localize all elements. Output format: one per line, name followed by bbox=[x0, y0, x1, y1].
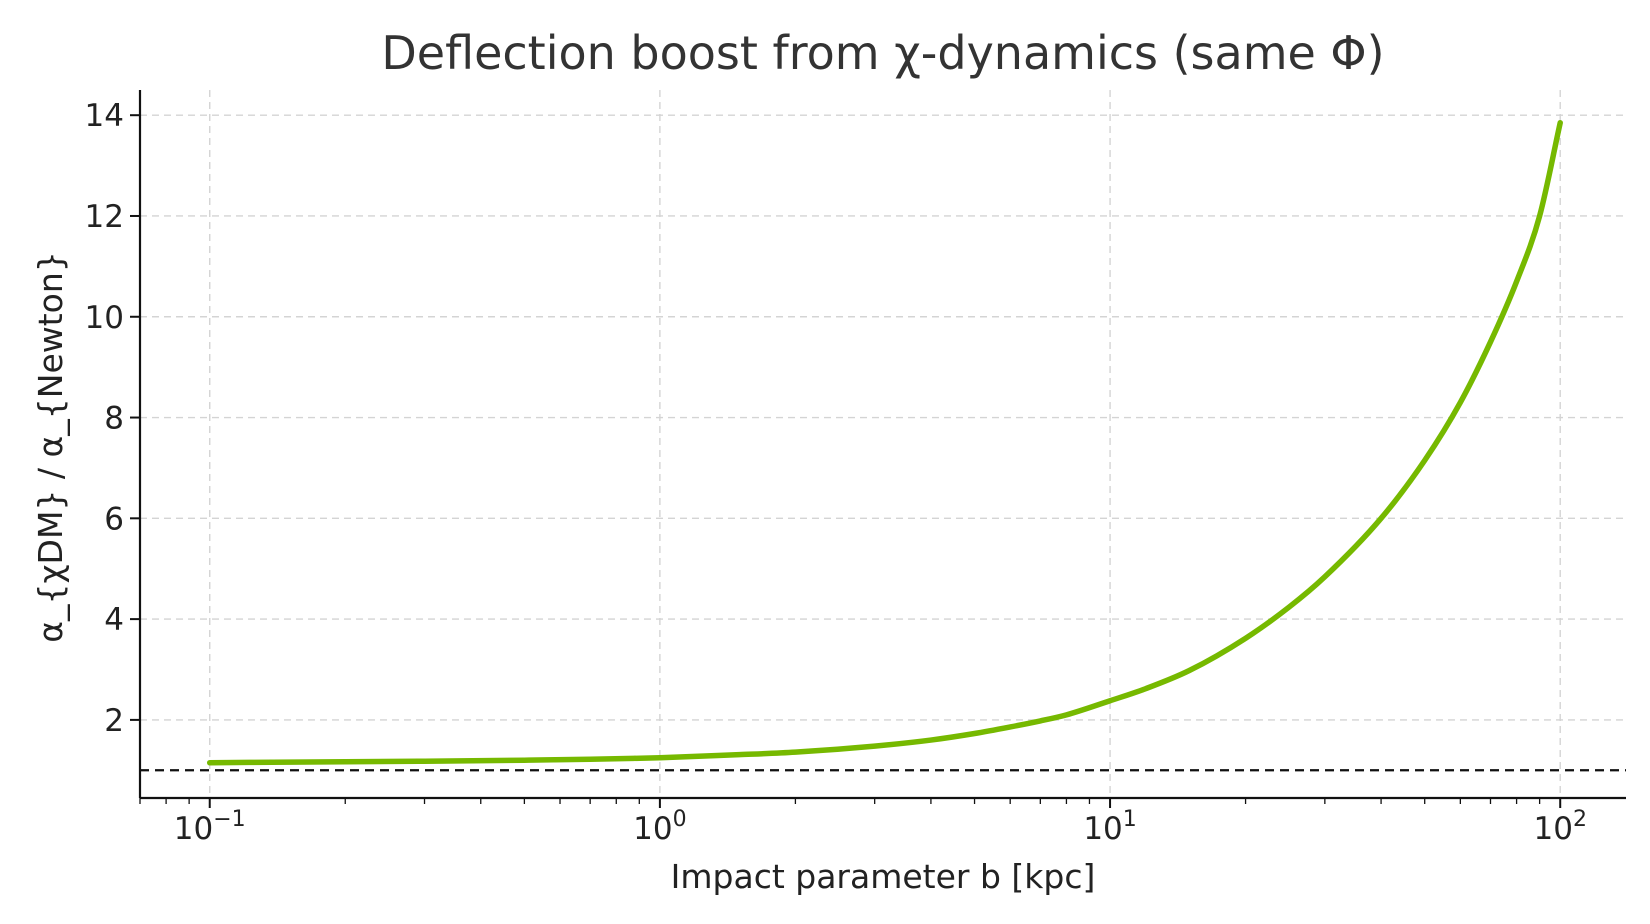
y-ticks: 2 4 6 8 10 12 14 bbox=[85, 98, 140, 739]
series-line bbox=[206, 120, 1563, 766]
x-tick-label: 10−1 bbox=[174, 807, 246, 847]
x-tick-label: 101 bbox=[1083, 807, 1136, 847]
x-tick-label: 100 bbox=[633, 807, 686, 847]
x-minor-ticks bbox=[139, 798, 1541, 804]
y-tick-label: 6 bbox=[104, 501, 124, 537]
x-tick-label: 102 bbox=[1533, 807, 1586, 847]
y-tick-label: 10 bbox=[85, 300, 124, 336]
y-tick-label: 14 bbox=[85, 98, 124, 134]
y-tick-label: 2 bbox=[104, 703, 124, 739]
y-tick-label: 8 bbox=[104, 401, 124, 437]
chart-title: Deflection boost from χ-dynamics (same Φ… bbox=[381, 26, 1384, 80]
y-tick-label: 12 bbox=[85, 199, 124, 235]
y-tick-label: 4 bbox=[104, 602, 124, 638]
x-ticks: 10−1 100 101 102 bbox=[174, 798, 1587, 847]
axes bbox=[138, 90, 1626, 800]
x-axis-label: Impact parameter b [kpc] bbox=[671, 857, 1096, 896]
y-axis-label: α_{χDM} / α_{Newton} bbox=[31, 251, 70, 643]
grid bbox=[140, 90, 1626, 798]
